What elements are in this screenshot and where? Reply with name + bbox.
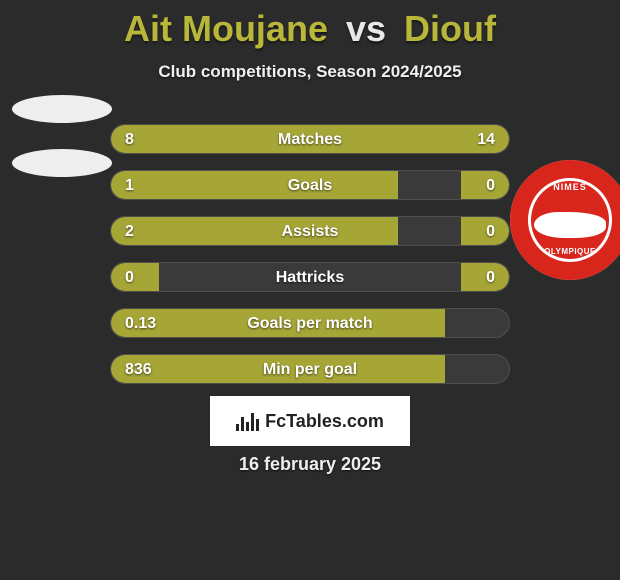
stat-label: Goals per match	[111, 309, 509, 338]
player1-name: Ait Moujane	[124, 8, 328, 49]
stat-label: Hattricks	[111, 263, 509, 292]
date-text: 16 february 2025	[0, 454, 620, 475]
stat-row: 836Min per goal	[110, 354, 510, 384]
stat-row: 814Matches	[110, 124, 510, 154]
badge-text-top: NIMES	[510, 182, 620, 192]
page-title: Ait Moujane vs Diouf	[0, 0, 620, 50]
placeholder-ellipse	[12, 149, 112, 177]
stat-row: 00Hattricks	[110, 262, 510, 292]
stat-row: 20Assists	[110, 216, 510, 246]
player2-name: Diouf	[404, 8, 496, 49]
placeholder-ellipse	[12, 95, 112, 123]
chart-icon	[236, 411, 259, 431]
badge-text-bottom: OLYMPIQUE	[510, 247, 620, 256]
stat-row: 10Goals	[110, 170, 510, 200]
subtitle: Club competitions, Season 2024/2025	[0, 62, 620, 82]
stat-label: Min per goal	[111, 355, 509, 384]
nimes-badge: NIMES OLYMPIQUE	[510, 160, 620, 280]
stat-row: 0.13Goals per match	[110, 308, 510, 338]
player2-club-badge: NIMES OLYMPIQUE	[510, 160, 620, 280]
player1-avatar	[2, 76, 122, 196]
crocodile-icon	[534, 212, 606, 238]
stat-label: Matches	[111, 125, 509, 154]
stat-label: Assists	[111, 217, 509, 246]
fctables-logo: FcTables.com	[210, 396, 410, 446]
vs-text: vs	[346, 8, 386, 49]
logo-text: FcTables.com	[265, 411, 384, 432]
stats-bars: 814Matches 10Goals 20Assists 00Hattricks 0.1…	[110, 124, 510, 400]
stat-label: Goals	[111, 171, 509, 200]
